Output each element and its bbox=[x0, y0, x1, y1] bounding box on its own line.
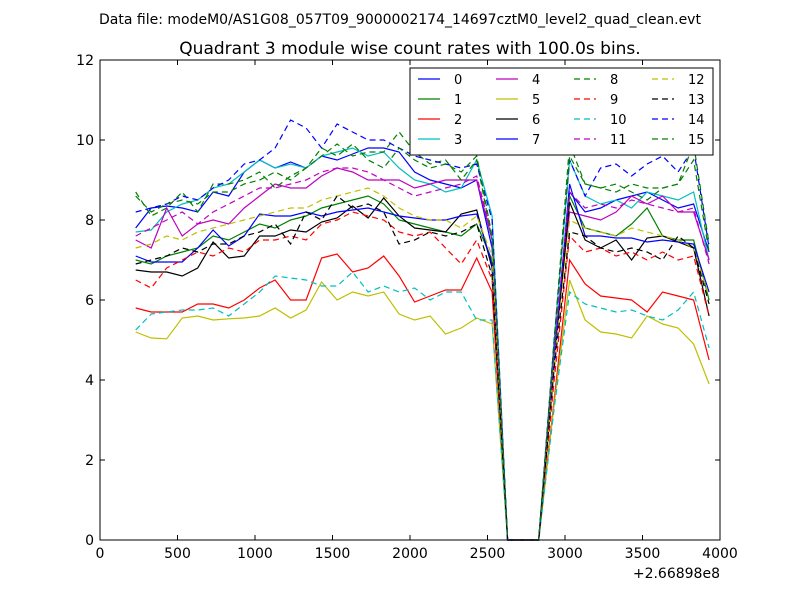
legend-label-7: 7 bbox=[532, 133, 540, 148]
x-tick-label: 1500 bbox=[315, 546, 351, 562]
legend-label-10: 10 bbox=[610, 113, 627, 128]
axis-ticks: 0 500 1000 1500 2000 2500 3000 3500 400002468101… bbox=[76, 53, 738, 562]
series-line-4 bbox=[135, 167, 710, 541]
legend-label-3: 3 bbox=[454, 133, 462, 148]
series-line-10 bbox=[135, 271, 710, 541]
legend-box bbox=[409, 67, 714, 156]
legend-label-0: 0 bbox=[454, 73, 462, 88]
legend-label-5: 5 bbox=[532, 93, 540, 108]
x-tick-label: 500 bbox=[164, 546, 191, 562]
legend-label-2: 2 bbox=[454, 113, 462, 128]
legend-label-14: 14 bbox=[688, 113, 705, 128]
x-tick-label: 4000 bbox=[702, 546, 738, 562]
series-line-12 bbox=[135, 187, 710, 541]
x-tick-label: 3000 bbox=[547, 546, 583, 562]
series-line-5 bbox=[135, 279, 710, 541]
series-line-0 bbox=[135, 147, 710, 541]
series-line-8 bbox=[135, 131, 710, 541]
series-line-1 bbox=[135, 193, 710, 541]
chart-title: Quadrant 3 module wise count rates with … bbox=[179, 39, 640, 59]
series-line-9 bbox=[135, 211, 710, 541]
y-tick-label: 4 bbox=[85, 373, 94, 389]
series-line-14 bbox=[135, 119, 710, 541]
data-file-label: Data file: modeM0/AS1G08_057T09_90000021… bbox=[99, 12, 701, 28]
legend-label-8: 8 bbox=[610, 73, 618, 88]
legend-label-1: 1 bbox=[454, 93, 462, 108]
series-layer bbox=[135, 119, 710, 541]
series-line-15 bbox=[135, 143, 710, 541]
x-tick-label: 2000 bbox=[392, 546, 428, 562]
x-offset-label: +2.66898e8 bbox=[633, 566, 720, 582]
legend-label-13: 13 bbox=[688, 93, 705, 108]
x-tick-label: 1000 bbox=[237, 546, 273, 562]
x-tick-label: 2500 bbox=[470, 546, 506, 562]
legend-label-11: 11 bbox=[610, 133, 627, 148]
series-line-11 bbox=[135, 167, 710, 541]
y-tick-label: 8 bbox=[85, 213, 94, 229]
series-line-6 bbox=[135, 197, 710, 541]
y-tick-label: 6 bbox=[85, 293, 94, 309]
series-line-3 bbox=[135, 147, 710, 541]
x-tick-label: 0 bbox=[96, 546, 105, 562]
y-tick-label: 12 bbox=[76, 53, 94, 69]
legend-label-15: 15 bbox=[688, 133, 705, 148]
x-tick-label: 3500 bbox=[625, 546, 661, 562]
legend-label-6: 6 bbox=[532, 113, 540, 128]
y-tick-label: 10 bbox=[76, 133, 94, 149]
legend-label-12: 12 bbox=[688, 73, 705, 88]
legend-label-9: 9 bbox=[610, 93, 618, 108]
series-line-7 bbox=[135, 183, 710, 541]
y-tick-label: 0 bbox=[85, 533, 94, 549]
y-tick-label: 2 bbox=[85, 453, 94, 469]
series-line-2 bbox=[135, 253, 710, 541]
series-line-13 bbox=[135, 195, 710, 541]
legend-label-4: 4 bbox=[532, 73, 540, 88]
